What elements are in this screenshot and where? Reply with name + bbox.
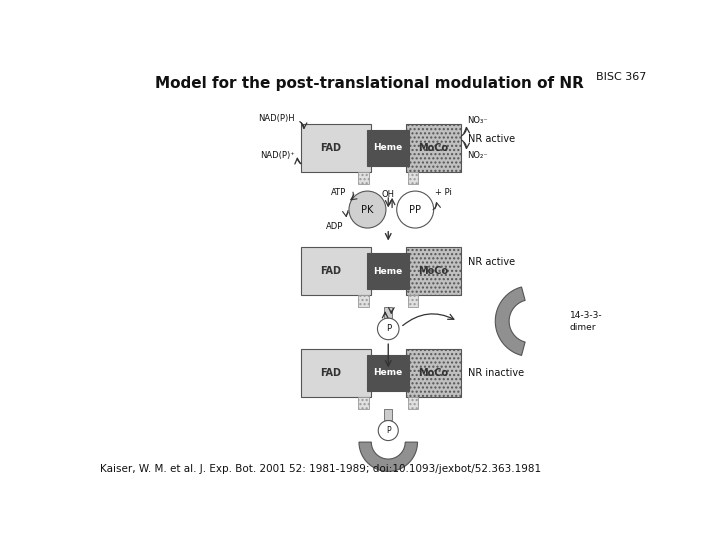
Polygon shape: [495, 287, 525, 355]
Text: MoCo: MoCo: [418, 266, 449, 276]
Text: NR active: NR active: [467, 257, 515, 267]
Text: + Pi: + Pi: [435, 188, 452, 197]
Text: PP: PP: [409, 205, 421, 214]
Text: P: P: [386, 325, 391, 333]
Text: MoCo: MoCo: [418, 143, 449, 153]
Text: P: P: [386, 426, 390, 435]
Circle shape: [349, 191, 386, 228]
Bar: [408, 397, 418, 409]
Text: Heme: Heme: [374, 368, 403, 377]
Text: dimer: dimer: [570, 323, 596, 332]
Text: FAD: FAD: [320, 368, 341, 378]
Text: NO₃⁻: NO₃⁻: [467, 116, 488, 125]
Bar: [367, 130, 409, 166]
Polygon shape: [359, 442, 418, 471]
Text: ADP: ADP: [325, 222, 343, 231]
Text: ATP: ATP: [330, 188, 346, 197]
Text: MoCo: MoCo: [418, 368, 449, 378]
Bar: [406, 124, 462, 172]
Bar: [367, 253, 409, 289]
Text: FAD: FAD: [320, 266, 341, 276]
Text: Heme: Heme: [374, 144, 403, 152]
Bar: [359, 172, 369, 184]
Text: PK: PK: [361, 205, 374, 214]
Bar: [406, 247, 462, 295]
Text: NR active: NR active: [467, 134, 515, 144]
Text: NAD(P)⁺: NAD(P)⁺: [261, 151, 295, 160]
Circle shape: [397, 191, 433, 228]
Bar: [408, 295, 418, 307]
Bar: [367, 355, 409, 390]
Text: Kaiser, W. M. et al. J. Exp. Bot. 2001 52: 1981-1989; doi:10.1093/jexbot/52.363.: Kaiser, W. M. et al. J. Exp. Bot. 2001 5…: [99, 464, 541, 475]
Text: NO₂⁻: NO₂⁻: [467, 151, 488, 160]
Bar: [301, 247, 371, 295]
Circle shape: [377, 318, 399, 340]
Bar: [384, 409, 392, 420]
Text: NR inactive: NR inactive: [467, 368, 523, 378]
Bar: [406, 349, 462, 397]
Text: NAD(P)H: NAD(P)H: [258, 114, 295, 123]
Text: OH: OH: [382, 190, 395, 199]
Circle shape: [378, 421, 398, 441]
Text: BISC 367: BISC 367: [596, 72, 647, 83]
Bar: [301, 349, 371, 397]
Bar: [301, 124, 371, 172]
Bar: [359, 295, 369, 307]
Text: FAD: FAD: [320, 143, 341, 153]
Bar: [384, 307, 392, 318]
Bar: [408, 172, 418, 184]
Bar: [359, 397, 369, 409]
Text: Model for the post-translational modulation of NR: Model for the post-translational modulat…: [155, 76, 583, 91]
Text: 14-3-3-: 14-3-3-: [570, 310, 603, 320]
Text: Heme: Heme: [374, 267, 403, 275]
